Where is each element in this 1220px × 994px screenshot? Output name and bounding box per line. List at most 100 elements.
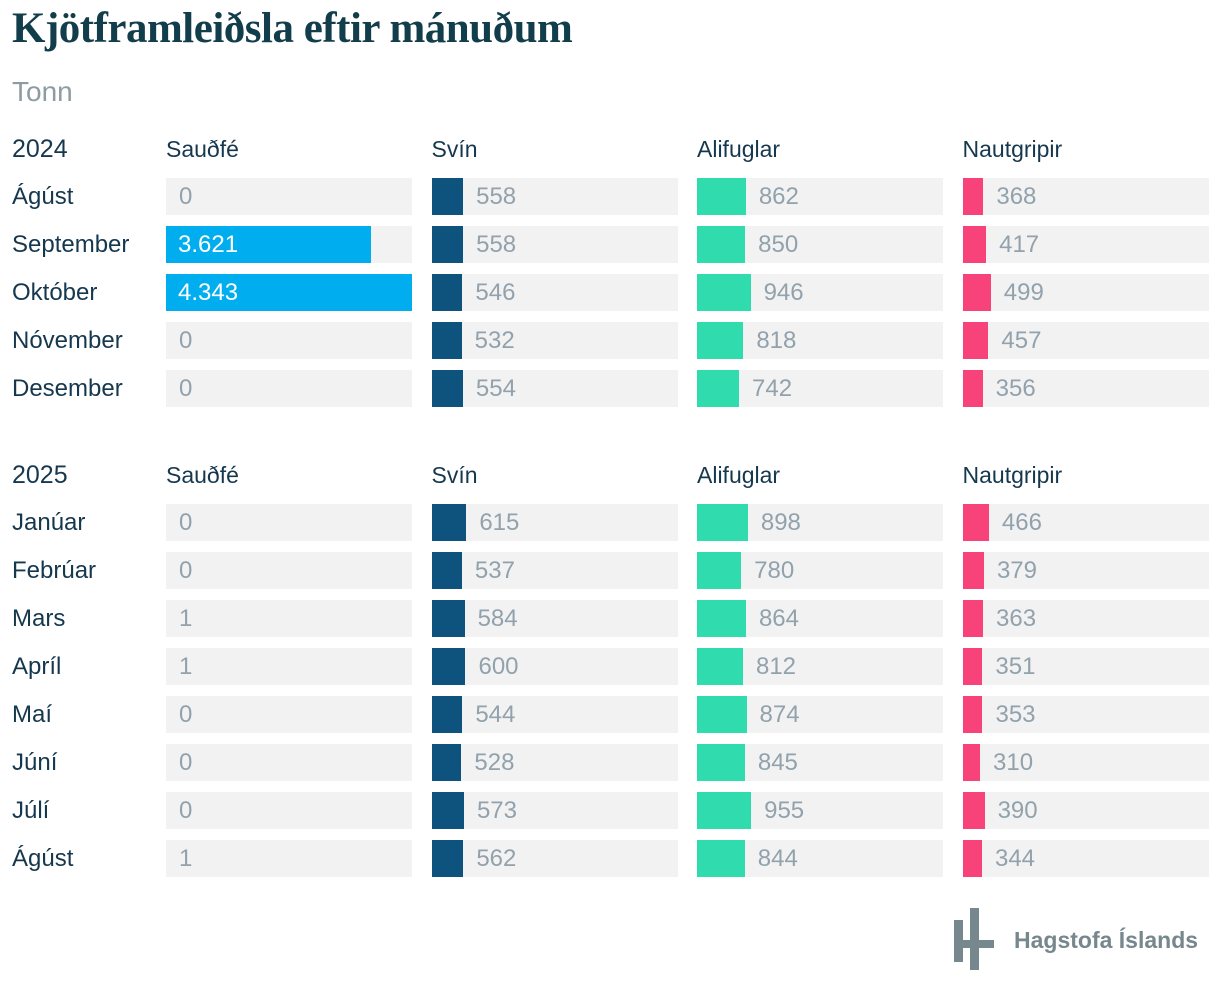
value-label: 818: [756, 326, 797, 354]
bar-track: 351: [962, 648, 1209, 685]
value-label: 532: [474, 326, 515, 354]
value-bar: [431, 370, 463, 407]
value-label: 1: [179, 604, 193, 632]
value-label: 544: [475, 700, 516, 728]
value-label: 615: [479, 508, 520, 536]
value-label: 742: [752, 374, 793, 402]
bar-track: 0: [166, 370, 412, 407]
bar-track: 417: [962, 226, 1209, 263]
bar-track: 532: [431, 322, 678, 359]
value-bar: [962, 696, 983, 733]
section-header-row: 2025 Sauðfé Svín Alifuglar Nautgripir: [12, 456, 1209, 494]
chart-row: Janúar 0 615 898 466: [12, 504, 1209, 541]
bar-track: 946: [697, 274, 943, 311]
value-bar: [962, 840, 982, 877]
value-bar: [697, 226, 746, 263]
value-label: 353: [995, 700, 1036, 728]
bar-track: 844: [697, 840, 943, 877]
bar-track: 353: [962, 696, 1209, 733]
bar-track: 499: [962, 274, 1209, 311]
value-label: 528: [474, 748, 515, 776]
bar-track: 850: [697, 226, 943, 263]
value-label: 0: [179, 508, 193, 536]
series-header: Nautgripir: [962, 461, 1063, 488]
value-label: 390: [997, 796, 1038, 824]
value-label: 3.621: [178, 230, 239, 258]
bar-track: 742: [697, 370, 943, 407]
value-label: 898: [760, 508, 801, 536]
value-label: 573: [476, 796, 517, 824]
value-bar: [431, 744, 462, 781]
bar-track: 845: [697, 744, 943, 781]
bar-track: 0: [166, 792, 412, 829]
value-bar: [431, 274, 463, 311]
bar-track: 0: [166, 178, 412, 215]
bar-track: 0: [166, 552, 412, 589]
bar-track: 780: [697, 552, 943, 589]
bar-track: 0: [166, 744, 412, 781]
chart-row: Febrúar 0 537 780 379: [12, 552, 1209, 589]
value-bar: [962, 504, 989, 541]
source-link[interactable]: Hagstofa Íslands: [948, 902, 1198, 978]
value-label: 862: [758, 182, 799, 210]
value-bar: [697, 322, 744, 359]
value-label: 562: [476, 844, 517, 872]
bar-track: 544: [431, 696, 678, 733]
bar-track: 310: [962, 744, 1209, 781]
bar-track: 898: [697, 504, 943, 541]
bar-track: 862: [697, 178, 943, 215]
bar-track: 0: [166, 322, 412, 359]
value-label: 0: [179, 796, 193, 824]
value-bar: [962, 226, 987, 263]
value-label: 0: [179, 556, 193, 584]
value-label: 812: [755, 652, 797, 680]
value-label: 537: [474, 556, 515, 584]
bar-track: 363: [962, 600, 1209, 637]
value-bar: [962, 744, 981, 781]
hagstofa-logo-icon: [948, 902, 1000, 978]
month-label: Júlí: [12, 796, 50, 824]
bar-track: 368: [962, 178, 1209, 215]
month-label: Janúar: [12, 508, 86, 536]
value-label: 499: [1003, 278, 1044, 306]
bar-track: 558: [431, 178, 678, 215]
bar-track: 3.621: [166, 226, 412, 263]
value-bar: [431, 504, 467, 541]
bar-track: 537: [431, 552, 678, 589]
bar-track: 356: [962, 370, 1209, 407]
month-label: Mars: [12, 604, 66, 632]
bar-track: 1: [166, 648, 412, 685]
value-label: 558: [476, 230, 517, 258]
value-label: 379: [996, 556, 1037, 584]
series-header: Alifuglar: [697, 461, 781, 488]
bar-track: 584: [431, 600, 678, 637]
chart-row: September 3.621 558 850 417: [12, 226, 1209, 263]
value-label: 4.343: [178, 278, 239, 306]
bar-track: 955: [697, 792, 943, 829]
chart-row: Október 4.343 546 946 499: [12, 274, 1209, 311]
value-label: 363: [996, 604, 1037, 632]
value-label: 874: [759, 700, 800, 728]
series-header: Alifuglar: [697, 135, 781, 162]
value-label: 558: [476, 182, 517, 210]
value-label: 368: [996, 182, 1037, 210]
value-bar: [697, 600, 746, 637]
bar-track: 528: [431, 744, 678, 781]
series-header: Nautgripir: [962, 135, 1063, 162]
bar-track: 554: [431, 370, 678, 407]
value-bar: [697, 504, 748, 541]
value-label: 600: [478, 652, 519, 680]
bar-track: 466: [962, 504, 1209, 541]
value-label: 584: [477, 604, 518, 632]
value-bar: [431, 178, 464, 215]
month-label: Október: [12, 278, 98, 306]
bar-track: 874: [697, 696, 943, 733]
value-bar: [697, 178, 746, 215]
bar-track: 573: [431, 792, 678, 829]
series-header: Sauðfé: [166, 135, 239, 162]
value-bar: [962, 552, 984, 589]
value-label: 546: [475, 278, 516, 306]
month-label: September: [12, 230, 130, 258]
year-section: 2024 Sauðfé Svín Alifuglar Nautgripir Ágúst 0 5…: [12, 130, 1209, 418]
